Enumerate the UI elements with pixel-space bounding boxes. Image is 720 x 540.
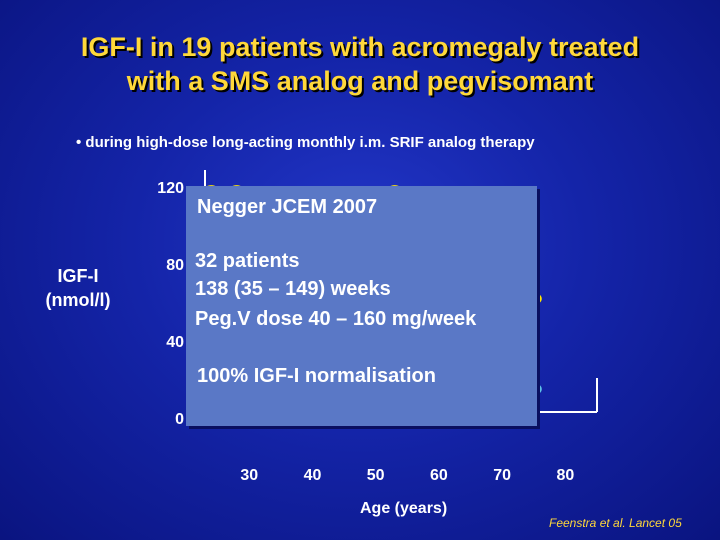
- x-tick-label: 50: [367, 467, 385, 484]
- study-reference: Negger JCEM 2007: [197, 196, 378, 218]
- summary-line-duration: 138 (35 – 149) weeks: [195, 278, 391, 300]
- slide-subtitle: • during high-dose long-acting monthly i…: [76, 134, 535, 151]
- x-tick-label: 40: [304, 467, 322, 484]
- y-axis-label-line-1: IGF-I: [57, 266, 99, 286]
- title-line-2: with a SMS analog and pegvisomant: [126, 66, 594, 96]
- y-tick-label: 120: [157, 180, 184, 197]
- x-axis-label: Age (years): [360, 500, 448, 517]
- y-tick-label: 0: [175, 411, 184, 428]
- y-axis-label-line-2: (nmol/l): [45, 290, 111, 310]
- x-tick-label: 60: [430, 467, 448, 484]
- slide-title: IGF-I in 19 patients with acromegaly tre…: [0, 30, 720, 98]
- summary-line-dose: Peg.V dose 40 – 160 mg/week: [195, 308, 477, 330]
- y-tick-label: 80: [166, 257, 184, 274]
- y-axis-label: IGF-I (nmol/l): [30, 264, 126, 312]
- x-tick-label: 70: [493, 467, 511, 484]
- y-tick-label: 40: [166, 334, 184, 351]
- x-tick-label: 30: [240, 467, 258, 484]
- x-tick-label: 80: [556, 467, 574, 484]
- summary-line-result: 100% IGF-I normalisation: [197, 365, 436, 387]
- summary-line-patients: 32 patients: [195, 250, 300, 272]
- study-summary-box: Negger JCEM 2007 32 patients 138 (35 – 1…: [186, 186, 537, 426]
- title-line-1: IGF-I in 19 patients with acromegaly tre…: [80, 32, 640, 62]
- citation: Feenstra et al. Lancet 05: [549, 516, 682, 530]
